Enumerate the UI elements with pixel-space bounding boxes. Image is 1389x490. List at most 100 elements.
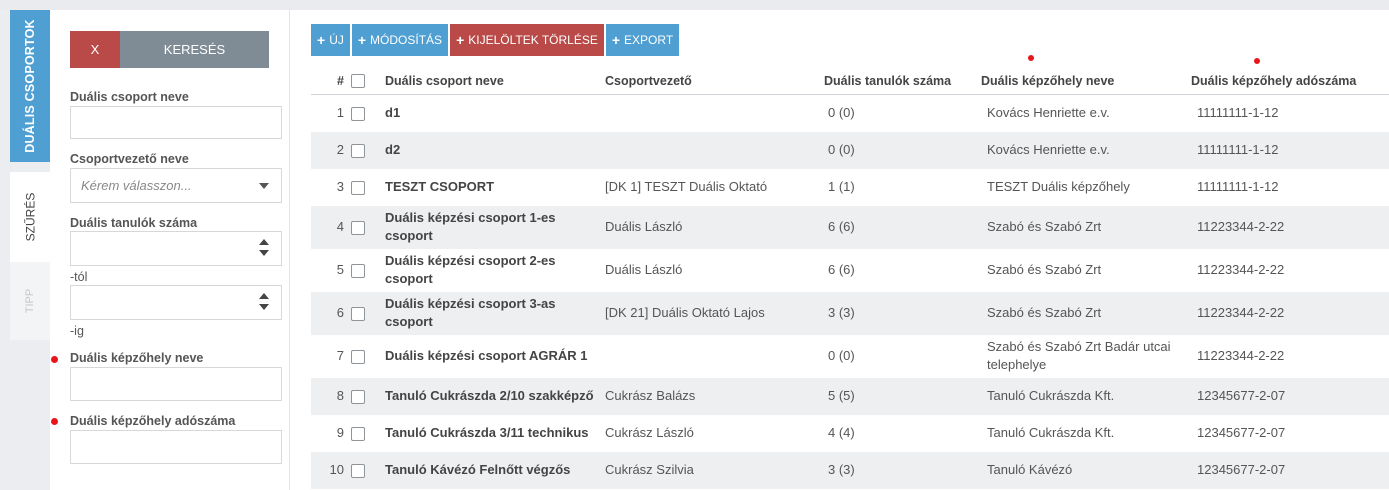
search-button[interactable]: KERESÉS	[120, 31, 269, 68]
row-index: 8	[311, 377, 351, 415]
row-checkbox[interactable]	[351, 463, 365, 478]
export-button-label: EXPORT	[624, 33, 674, 47]
top-bar	[0, 0, 1389, 10]
students-cell: 3 (3)	[819, 291, 978, 335]
group-name-cell[interactable]: Duális képzési csoport 2-es csoport	[385, 248, 605, 292]
select-all-checkbox[interactable]	[351, 73, 365, 88]
site-tax-cell: 11111111-1-12	[1188, 131, 1389, 169]
row-select-cell	[351, 291, 385, 335]
site-tax-cell: 11223344-2-22	[1188, 248, 1389, 292]
table-row[interactable]: 4 Duális képzési csoport 1-es csoport Du…	[311, 205, 1389, 249]
leader-select-placeholder: Kérem válasszon...	[81, 178, 192, 193]
group-name-cell[interactable]: TESZT CSOPORT	[385, 168, 605, 206]
table-header-row: # Duális csoport neve Csoportvezető Duál…	[311, 67, 1389, 95]
red-dot-marker	[51, 356, 58, 363]
group-name-cell[interactable]: Duális képzési csoport 3-as csoport	[385, 291, 605, 335]
row-checkbox[interactable]	[351, 220, 365, 235]
row-checkbox[interactable]	[351, 349, 365, 364]
red-dot-marker	[51, 418, 58, 425]
row-checkbox[interactable]	[351, 389, 365, 404]
leader-cell: Cukrász László	[605, 414, 819, 452]
tab-dual-groups-label: DUÁLIS CSOPORTOK	[23, 19, 38, 153]
table-row[interactable]: 1 d1 0 (0) Kovács Henriette e.v. 1111111…	[311, 94, 1389, 132]
header-leader[interactable]: Csoportvezető	[605, 67, 819, 95]
number-spinner-icon[interactable]	[259, 293, 269, 313]
table-row[interactable]: 6 Duális képzési csoport 3-as csoport [D…	[311, 291, 1389, 335]
group-name-input[interactable]	[70, 106, 282, 139]
site-tax-cell: 11223344-2-22	[1188, 334, 1389, 378]
row-checkbox[interactable]	[351, 180, 365, 195]
table-row[interactable]: 10 Tanuló Kávézó Felnőtt végzős Cukrász …	[311, 451, 1389, 489]
group-name-cell[interactable]: Duális képzési csoport AGRÁR 1	[385, 334, 605, 378]
header-site-tax[interactable]: Duális képzőhely adószáma	[1188, 67, 1389, 95]
header-group-name[interactable]: Duális csoport neve	[385, 67, 605, 95]
header-site-name[interactable]: Duális képzőhely neve	[978, 67, 1188, 95]
tab-tip[interactable]: TIPP	[10, 262, 50, 340]
row-select-cell	[351, 94, 385, 132]
row-index: 3	[311, 168, 351, 206]
filter-buttons: X KERESÉS	[70, 31, 269, 68]
header-students[interactable]: Duális tanulók száma	[819, 67, 978, 95]
row-select-cell	[351, 248, 385, 292]
site-name-cell: Tanuló Cukrászda Kft.	[978, 414, 1188, 452]
group-name-cell[interactable]: d1	[385, 94, 605, 132]
table-row[interactable]: 5 Duális képzési csoport 2-es csoport Du…	[311, 248, 1389, 292]
table-row[interactable]: 2 d2 0 (0) Kovács Henriette e.v. 1111111…	[311, 131, 1389, 169]
export-button[interactable]: + EXPORT	[605, 24, 680, 56]
leader-cell	[605, 94, 819, 132]
row-checkbox[interactable]	[351, 263, 365, 278]
site-tax-input[interactable]	[70, 430, 282, 464]
row-checkbox[interactable]	[351, 143, 365, 158]
group-name-cell[interactable]: Tanuló Kávézó Felnőtt végzős	[385, 451, 605, 489]
chevron-down-icon	[259, 182, 269, 189]
table-row[interactable]: 7 Duális képzési csoport AGRÁR 1 0 (0) S…	[311, 334, 1389, 378]
row-checkbox[interactable]	[351, 306, 365, 321]
group-name-cell[interactable]: Duális képzési csoport 1-es csoport	[385, 205, 605, 249]
tab-filter[interactable]: SZŰRÉS	[10, 172, 50, 262]
row-index: 5	[311, 248, 351, 292]
site-name-cell: Kovács Henriette e.v.	[978, 131, 1188, 169]
leader-cell	[605, 334, 819, 378]
table-row[interactable]: 3 TESZT CSOPORT [DK 1] TESZT Duális Okta…	[311, 168, 1389, 206]
row-index: 9	[311, 414, 351, 452]
leader-cell: [DK 1] TESZT Duális Oktató	[605, 168, 819, 206]
site-name-cell: Tanuló Kávézó	[978, 451, 1188, 489]
site-tax-cell: 11111111-1-12	[1188, 94, 1389, 132]
red-dot-marker	[1028, 55, 1034, 61]
site-name-cell: Szabó és Szabó Zrt	[978, 205, 1188, 249]
row-select-cell	[351, 131, 385, 169]
delete-button-label: KIJELÖLTEK TÖRLÉSE	[468, 33, 598, 47]
plus-icon: +	[357, 32, 367, 48]
students-cell: 6 (6)	[819, 205, 978, 249]
site-tax-cell: 11111111-1-12	[1188, 168, 1389, 206]
clear-filter-button[interactable]: X	[70, 31, 120, 68]
leader-select[interactable]: Kérem válasszon...	[70, 168, 282, 203]
toolbar: + ÚJ + MÓDOSÍTÁS + KIJELÖLTEK TÖRLÉSE + EXPO…	[311, 24, 680, 56]
groups-table: # Duális csoport neve Csoportvezető Duál…	[311, 67, 1389, 489]
site-name-cell: Szabó és Szabó Zrt Badár utcai telephely…	[978, 334, 1188, 378]
table-row[interactable]: 8 Tanuló Cukrászda 2/10 szakképző Cukrás…	[311, 377, 1389, 415]
leader-cell: Cukrász Szilvia	[605, 451, 819, 489]
row-checkbox[interactable]	[351, 426, 365, 441]
students-cell: 6 (6)	[819, 248, 978, 292]
students-to-input[interactable]	[70, 285, 282, 320]
plus-icon: +	[317, 32, 326, 48]
row-select-cell	[351, 377, 385, 415]
tab-dual-groups[interactable]: DUÁLIS CSOPORTOK	[10, 10, 50, 162]
group-name-cell[interactable]: d2	[385, 131, 605, 169]
number-spinner-icon[interactable]	[259, 239, 269, 259]
new-button[interactable]: + ÚJ	[311, 24, 350, 56]
table-row[interactable]: 9 Tanuló Cukrászda 3/11 technikus Cukrás…	[311, 414, 1389, 452]
header-select-all	[351, 67, 385, 95]
group-name-cell[interactable]: Tanuló Cukrászda 3/11 technikus	[385, 414, 605, 452]
group-name-cell[interactable]: Tanuló Cukrászda 2/10 szakképző	[385, 377, 605, 415]
site-name-cell: Tanuló Cukrászda Kft.	[978, 377, 1188, 415]
delete-selected-button[interactable]: + KIJELÖLTEK TÖRLÉSE	[450, 24, 604, 56]
students-from-input[interactable]	[70, 231, 282, 266]
leader-name-label: Csoportvezető neve	[70, 152, 189, 166]
site-name-input[interactable]	[70, 367, 282, 401]
row-index: 1	[311, 94, 351, 132]
row-checkbox[interactable]	[351, 106, 365, 121]
site-tax-cell: 11223344-2-22	[1188, 291, 1389, 335]
edit-button[interactable]: + MÓDOSÍTÁS	[351, 24, 449, 56]
